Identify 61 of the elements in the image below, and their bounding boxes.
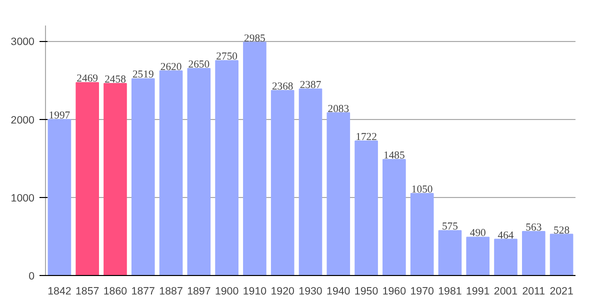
bar — [326, 112, 350, 276]
bar — [104, 82, 127, 276]
bar — [131, 78, 155, 276]
bar — [187, 68, 211, 276]
data-label: 2519 — [132, 70, 154, 81]
bar — [76, 82, 99, 276]
data-label: 464 — [498, 230, 514, 242]
data-label: 1485 — [384, 150, 405, 162]
data-label: 2750 — [216, 52, 238, 63]
x-tick-label: 1877 — [131, 286, 156, 298]
bar — [354, 140, 378, 276]
bar — [48, 118, 72, 276]
data-label: 2387 — [300, 80, 322, 92]
y-tick-label: 3000 — [10, 36, 35, 48]
bar — [522, 231, 546, 276]
x-tick-label: 1910 — [242, 286, 267, 298]
x-tick-label: 1940 — [326, 286, 350, 298]
x-tick-label: 2011 — [522, 286, 546, 298]
data-label: 2650 — [188, 59, 210, 70]
data-label: 575 — [442, 222, 458, 233]
data-label: 1050 — [411, 184, 433, 196]
x-tick-label: 1887 — [159, 286, 183, 298]
x-tick-label: 1930 — [298, 286, 322, 298]
bar — [298, 88, 322, 276]
bar — [270, 90, 294, 276]
x-tick-label: 1920 — [270, 286, 295, 298]
data-label: 2985 — [244, 33, 266, 44]
x-tick-label: 1857 — [75, 286, 100, 298]
data-label: 563 — [526, 222, 542, 234]
bar — [243, 42, 266, 276]
data-label: 2083 — [328, 104, 350, 115]
data-label: 2368 — [272, 82, 294, 92]
bar — [410, 192, 434, 276]
data-label: 2620 — [160, 62, 182, 73]
x-tick-label: 2021 — [550, 286, 574, 298]
y-tick-label: 1000 — [10, 192, 35, 204]
x-tick-label: 1842 — [48, 286, 72, 298]
x-tick-label: 1981 — [438, 286, 462, 298]
y-tick-label: 0 — [28, 270, 35, 282]
bar — [215, 60, 238, 276]
data-label: 1722 — [356, 132, 377, 143]
bar — [466, 236, 490, 276]
bar — [159, 70, 183, 276]
x-tick-label: 1970 — [410, 286, 434, 298]
bar — [438, 230, 462, 276]
bar — [382, 158, 406, 276]
y-tick-label: 2000 — [10, 114, 35, 126]
bar — [494, 238, 518, 276]
x-tick-label: 1960 — [382, 286, 406, 298]
data-label: 528 — [554, 225, 570, 236]
x-tick-label: 1900 — [214, 286, 239, 298]
data-label: 490 — [470, 228, 486, 240]
x-tick-label: 1991 — [466, 286, 490, 298]
data-label: 2458 — [104, 74, 126, 86]
x-tick-label: 1897 — [187, 286, 211, 298]
x-tick-label: 1950 — [354, 286, 378, 298]
x-tick-label: 2001 — [494, 286, 518, 298]
data-label: 2469 — [76, 74, 98, 85]
data-label: 1997 — [48, 110, 71, 122]
x-tick-label: 1860 — [103, 286, 128, 298]
bar — [550, 234, 574, 276]
